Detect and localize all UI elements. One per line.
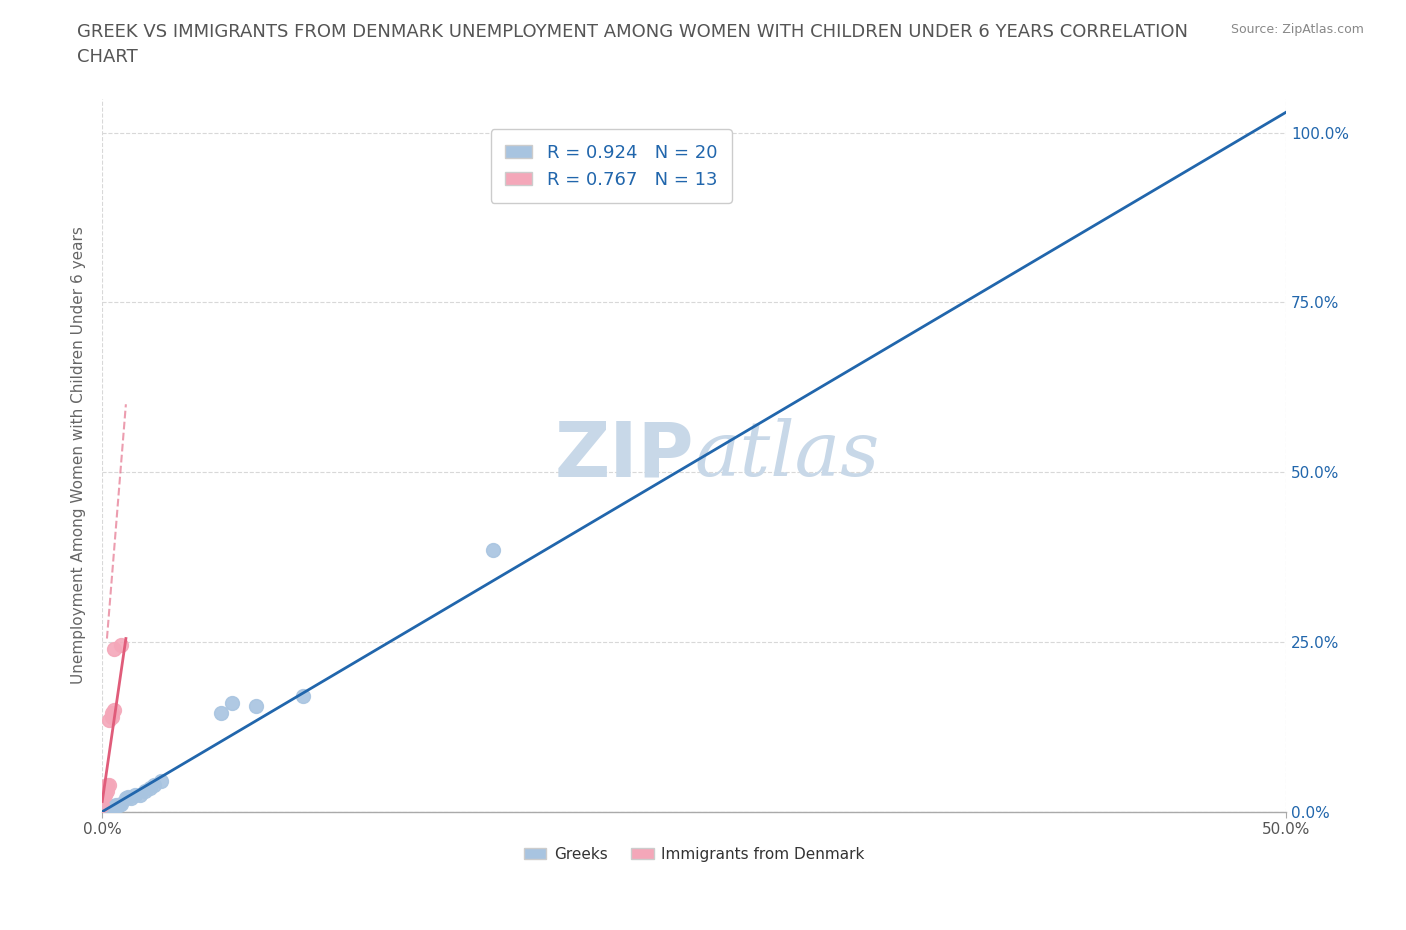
Point bbox=[482, 543, 505, 558]
Point bbox=[138, 780, 160, 795]
Y-axis label: Unemployment Among Women with Children Under 6 years: Unemployment Among Women with Children U… bbox=[72, 226, 86, 684]
Point bbox=[91, 801, 114, 816]
Point bbox=[100, 801, 122, 816]
Text: GREEK VS IMMIGRANTS FROM DENMARK UNEMPLOYMENT AMONG WOMEN WITH CHILDREN UNDER 6 : GREEK VS IMMIGRANTS FROM DENMARK UNEMPLO… bbox=[77, 23, 1188, 41]
Point bbox=[91, 797, 114, 812]
Point bbox=[115, 790, 138, 805]
Point bbox=[143, 777, 166, 792]
Point bbox=[93, 788, 115, 803]
Point bbox=[103, 702, 125, 717]
Point bbox=[129, 788, 152, 803]
Point bbox=[110, 638, 132, 653]
Text: CHART: CHART bbox=[77, 48, 138, 66]
Point bbox=[98, 777, 121, 792]
Point bbox=[91, 790, 114, 805]
Point bbox=[134, 784, 156, 799]
Point bbox=[209, 706, 232, 721]
Point bbox=[107, 797, 129, 812]
Point bbox=[124, 788, 146, 803]
Point bbox=[100, 710, 122, 724]
Point bbox=[221, 696, 243, 711]
Text: Source: ZipAtlas.com: Source: ZipAtlas.com bbox=[1230, 23, 1364, 36]
Point bbox=[103, 642, 125, 657]
Point bbox=[93, 785, 115, 800]
Point bbox=[96, 784, 118, 799]
Point bbox=[120, 790, 142, 805]
Text: ZIP: ZIP bbox=[554, 418, 695, 492]
Point bbox=[117, 790, 139, 804]
Point bbox=[105, 797, 128, 812]
Point bbox=[245, 699, 267, 714]
Point bbox=[150, 774, 173, 789]
Point bbox=[98, 712, 121, 727]
Point bbox=[292, 689, 315, 704]
Point bbox=[96, 777, 118, 792]
Text: atlas: atlas bbox=[695, 418, 880, 492]
Point bbox=[110, 796, 132, 811]
Legend: Greeks, Immigrants from Denmark: Greeks, Immigrants from Denmark bbox=[517, 841, 870, 869]
Point bbox=[100, 706, 122, 721]
Point bbox=[103, 799, 125, 814]
